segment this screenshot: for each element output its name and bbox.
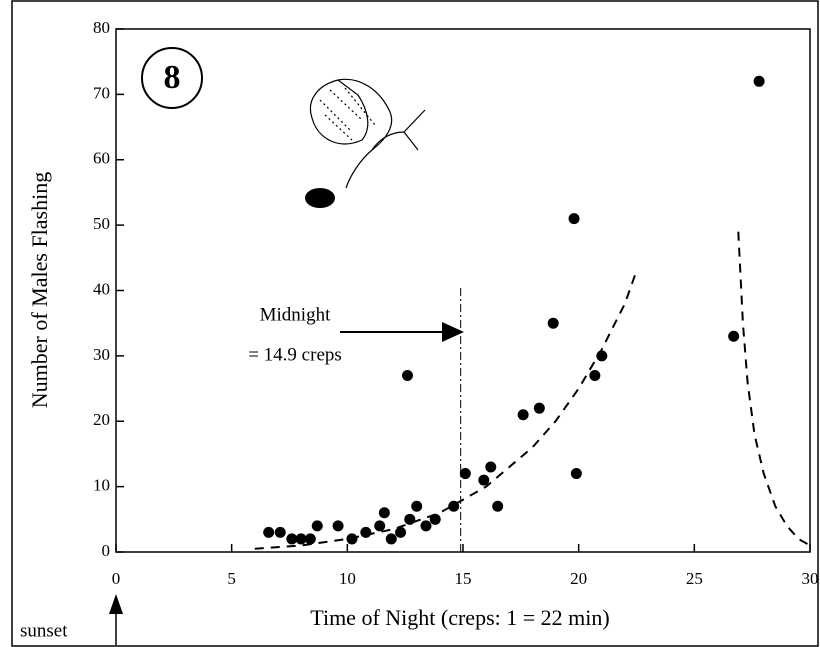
data-point [411, 500, 423, 512]
moth-wing [309, 79, 369, 145]
data-point [517, 409, 529, 421]
data-point [374, 520, 386, 532]
data-point [478, 474, 490, 486]
data-point [448, 500, 460, 512]
data-point [492, 500, 504, 512]
data-point [589, 369, 601, 381]
sunset-arrowhead [109, 594, 123, 614]
data-point [420, 520, 432, 532]
data-point [304, 533, 316, 545]
data-point [274, 526, 286, 538]
y-tick-label: 60 [93, 149, 110, 168]
data-point [429, 513, 441, 525]
annotation-arrowhead [442, 322, 464, 342]
data-point [401, 369, 413, 381]
y-tick-label: 50 [93, 214, 110, 233]
data-point [570, 468, 582, 480]
data-point [263, 526, 275, 538]
y-tick-label: 40 [93, 279, 110, 298]
y-tick-label: 0 [102, 541, 111, 560]
data-point [753, 75, 765, 87]
y-tick-label: 30 [93, 345, 110, 364]
moth-veins [319, 87, 376, 141]
data-point [332, 520, 344, 532]
x-tick-label: 5 [227, 569, 236, 588]
moth-illustration [309, 78, 426, 189]
x-axis-label: Time of Night (creps: 1 = 22 min) [310, 605, 609, 630]
annotation: sunset [20, 620, 68, 641]
y-axis-label: Number of Males Flashing [27, 172, 52, 408]
x-tick-label: 25 [686, 569, 703, 588]
x-tick-label: 15 [455, 569, 472, 588]
data-point [547, 317, 559, 329]
data-point [533, 402, 545, 414]
annotation: = 14.9 creps [248, 344, 342, 365]
data-point [286, 533, 298, 545]
data-point [295, 533, 307, 545]
moth-wing [337, 78, 393, 189]
x-tick-label: 30 [802, 569, 819, 588]
outer-frame [11, 0, 819, 647]
data-point [459, 468, 471, 480]
y-tick-label: 80 [93, 18, 110, 37]
panel-badge [141, 47, 203, 109]
y-tick-label: 20 [93, 410, 110, 429]
data-point [378, 507, 390, 519]
panel-number: 8 [164, 59, 181, 96]
data-point [311, 520, 323, 532]
data-point [360, 526, 372, 538]
data-point [728, 330, 740, 342]
fit-curve [737, 231, 811, 547]
x-tick-label: 10 [339, 569, 356, 588]
moth-antenna [371, 109, 426, 151]
data-point [395, 526, 407, 538]
data-point [404, 513, 416, 525]
x-tick-label: 0 [112, 569, 121, 588]
data-point [385, 533, 397, 545]
data-point [596, 350, 608, 362]
annotation: Midnight [260, 304, 331, 325]
x-tick-label: 20 [570, 569, 587, 588]
y-tick-label: 70 [93, 83, 110, 102]
y-tick-label: 10 [93, 476, 110, 495]
data-point [568, 213, 580, 225]
flash-spot [305, 188, 335, 208]
data-point [346, 533, 358, 545]
data-point [485, 461, 497, 473]
